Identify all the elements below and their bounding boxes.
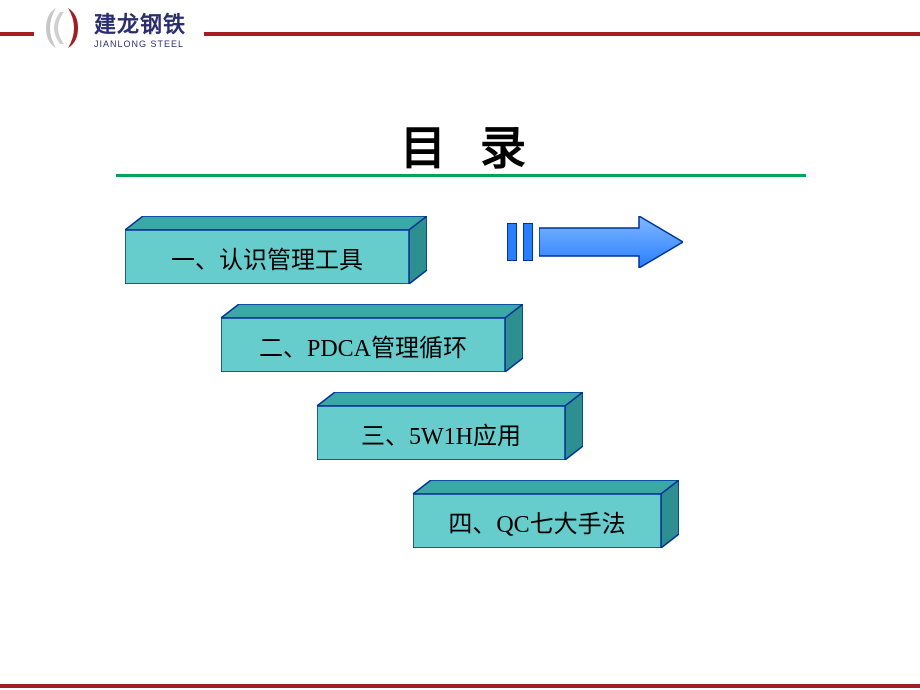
page-title: 目录 bbox=[0, 112, 920, 178]
arrow-bar-icon bbox=[523, 223, 533, 261]
toc-item-4: 四、QC七大手法 bbox=[413, 480, 679, 548]
logo-text-cn: 建龙钢铁 bbox=[94, 7, 186, 39]
logo: 建龙钢铁 JIANLONG STEEL bbox=[34, 0, 204, 56]
toc-item-3: 三、5W1H应用 bbox=[317, 392, 583, 460]
title-underline bbox=[116, 174, 806, 177]
toc-item-label: 二、PDCA管理循环 bbox=[221, 318, 505, 372]
toc-item-label: 四、QC七大手法 bbox=[413, 494, 661, 548]
toc-item-label: 一、认识管理工具 bbox=[125, 230, 409, 284]
arrow-indicator bbox=[507, 216, 683, 268]
logo-text-en: JIANLONG STEEL bbox=[94, 39, 186, 49]
footer-bar bbox=[0, 684, 920, 688]
toc-item-label: 三、5W1H应用 bbox=[317, 406, 565, 460]
arrow-right-icon bbox=[539, 216, 683, 268]
arrow-bar-icon bbox=[507, 223, 517, 261]
toc-item-2: 二、PDCA管理循环 bbox=[221, 304, 523, 372]
toc-item-1: 一、认识管理工具 bbox=[125, 216, 427, 284]
logo-mark-icon bbox=[38, 4, 86, 52]
